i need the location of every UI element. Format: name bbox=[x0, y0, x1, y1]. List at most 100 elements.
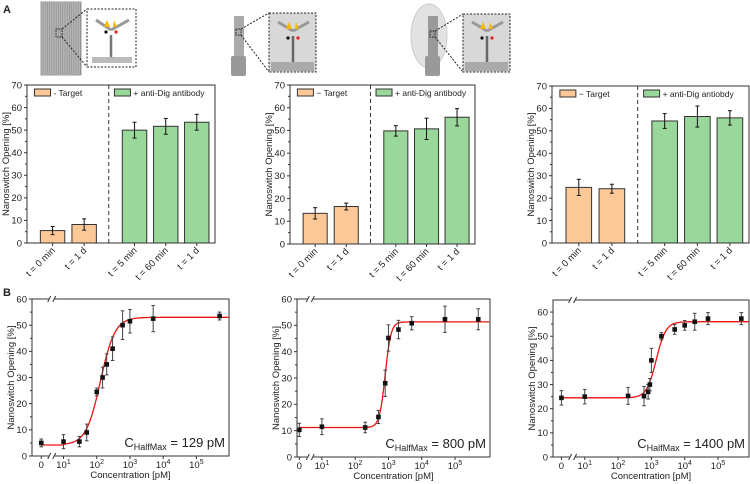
x-tick-label: t = 1 d bbox=[175, 245, 202, 272]
legend-label-target: - Target bbox=[54, 88, 83, 98]
y-tick-label: 10 bbox=[281, 426, 292, 437]
c-halfmax-annotation: CHalfMax = 129 pM bbox=[124, 435, 225, 452]
bundle-base-shape bbox=[231, 56, 246, 76]
axis-break-mark bbox=[52, 452, 57, 460]
data-point bbox=[120, 322, 125, 328]
y-tick-label: 0 bbox=[17, 238, 22, 249]
legend-label-target: − Target bbox=[579, 89, 610, 99]
illustration-bundle-origami bbox=[231, 12, 317, 76]
plot-frame bbox=[26, 84, 216, 244]
data-point bbox=[382, 380, 388, 386]
c-halfmax-annotation: CHalfMax = 800 pM bbox=[385, 436, 486, 453]
data-point bbox=[319, 424, 325, 430]
x-tick-label: 0 bbox=[39, 460, 44, 471]
x-tick-label: t = 0 min bbox=[287, 246, 321, 280]
y-tick-label: 0 bbox=[542, 238, 547, 249]
x-tick-label: 103 bbox=[644, 460, 659, 472]
dose-response-chart: Nanoswitch Opening [%]0102030405060Conce… bbox=[527, 296, 750, 482]
axis-break-mark bbox=[52, 295, 57, 303]
bar bbox=[121, 129, 148, 244]
x-axis-label: Concentration [pM] bbox=[611, 471, 691, 482]
data-point bbox=[376, 414, 381, 420]
y-tick-label: 0 bbox=[280, 239, 285, 250]
data-point bbox=[61, 439, 66, 444]
nanoswitch-antibody-icon bbox=[471, 20, 504, 62]
data-point bbox=[127, 318, 133, 324]
y-tick-label: 20 bbox=[537, 404, 548, 415]
y-tick-label: 50 bbox=[281, 321, 292, 332]
legend-label-antibody: + anti-Dig antiobdy bbox=[663, 89, 735, 99]
y-tick-label: 20 bbox=[16, 399, 27, 410]
y-tick-label: 10 bbox=[537, 428, 548, 439]
dose-response-chart: Nanoswitch Opening [%]0102030405060Conce… bbox=[271, 294, 491, 482]
bar bbox=[333, 206, 359, 245]
data-point bbox=[104, 362, 110, 367]
data-point bbox=[475, 316, 481, 322]
y-tick-label: 50 bbox=[16, 320, 27, 331]
y-tick-label: 30 bbox=[281, 373, 292, 384]
zoom-line bbox=[434, 36, 464, 73]
x-tick-label: t = 1 d bbox=[325, 246, 352, 273]
data-point bbox=[38, 440, 44, 446]
x-tick-label: t = 0 min bbox=[24, 245, 58, 279]
x-tick-label: t = 1 d bbox=[436, 246, 463, 273]
y-tick-label: 70 bbox=[274, 80, 285, 91]
plot-frame bbox=[551, 85, 750, 244]
data-point bbox=[150, 316, 156, 321]
x-tick-label: 105 bbox=[448, 460, 463, 472]
data-point bbox=[705, 316, 711, 321]
zoom-line bbox=[240, 34, 270, 73]
y-tick-label: 60 bbox=[274, 103, 285, 114]
axis-break-gap bbox=[48, 454, 55, 458]
x-tick-label: t = 60 min bbox=[665, 245, 702, 282]
data-point bbox=[625, 393, 631, 399]
axis-break-gap bbox=[569, 298, 576, 302]
y-tick-label: 60 bbox=[11, 103, 22, 114]
legend-swatch-antibody bbox=[643, 89, 661, 98]
surface-shape bbox=[92, 57, 132, 63]
x-tick-label: 102 bbox=[348, 460, 363, 472]
bundle-shape bbox=[428, 16, 438, 61]
y-tick-label: 10 bbox=[16, 425, 27, 436]
y-tick-label: 70 bbox=[536, 81, 547, 92]
illustration-encapsulated-bundle bbox=[410, 3, 511, 76]
x-tick-label: 104 bbox=[156, 459, 171, 471]
x-tick-label: 0 bbox=[559, 461, 564, 472]
x-tick-label: 102 bbox=[89, 459, 104, 471]
dose-response-chart: Nanoswitch Opening [%]0102030405060Conce… bbox=[6, 294, 230, 481]
axis-break-mark bbox=[47, 295, 52, 303]
y-tick-label: 40 bbox=[16, 347, 27, 358]
nanoswitch-antibody-icon bbox=[95, 18, 130, 57]
legend-label-target: − Target bbox=[316, 88, 347, 98]
y-tick-label: 50 bbox=[536, 126, 547, 137]
y-axis-label: Nanoswitch Opening [%] bbox=[1, 112, 12, 216]
zoom-region-marker bbox=[55, 28, 63, 38]
data-point bbox=[409, 320, 415, 326]
bundle-shape bbox=[234, 16, 244, 61]
data-point bbox=[672, 327, 677, 332]
y-tick-label: 20 bbox=[274, 194, 285, 205]
legend-label-antibody: + anti-Dig antibody bbox=[133, 88, 205, 98]
y-tick-label: 60 bbox=[281, 294, 292, 305]
bar bbox=[414, 128, 440, 245]
sheet-origami-shape bbox=[40, 1, 82, 76]
y-tick-label: 40 bbox=[537, 356, 548, 367]
fit-curve bbox=[41, 316, 229, 446]
bar-chart: Nanoswitch Opening [%] 0 10 20 30 40 50 60 70 t =… bbox=[526, 81, 750, 283]
axis-break-mark bbox=[568, 296, 573, 304]
axis-break-gap bbox=[569, 455, 576, 459]
data-point bbox=[110, 346, 115, 352]
y-axis-label: Nanoswitch Opening [%] bbox=[527, 326, 538, 430]
x-axis-label: Concentration [pM] bbox=[90, 470, 170, 481]
axis-break-mark bbox=[573, 296, 578, 304]
y-tick-label: 40 bbox=[274, 148, 285, 159]
bar-chart: Nanoswitch Opening [%] 0 10 20 30 40 50 60 70 t =… bbox=[1, 80, 216, 283]
zoom-line bbox=[61, 36, 88, 68]
x-tick-label: t = 1 d bbox=[590, 245, 617, 272]
data-point bbox=[641, 393, 647, 399]
fit-curve bbox=[561, 321, 749, 399]
data-point bbox=[100, 375, 105, 380]
data-point bbox=[649, 358, 654, 363]
x-tick-label: 103 bbox=[123, 459, 138, 471]
zoom-line bbox=[240, 12, 270, 30]
